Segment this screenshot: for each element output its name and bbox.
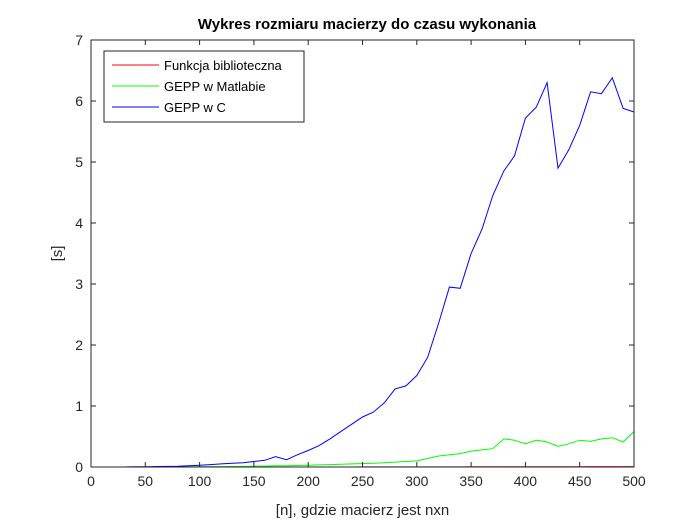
y-tick-label: 1 — [75, 398, 83, 414]
legend-label-1: Funkcja biblioteczna — [164, 58, 283, 73]
x-tick-label: 350 — [459, 473, 483, 489]
y-tick-label: 0 — [75, 459, 83, 475]
y-tick-label: 4 — [75, 215, 83, 231]
x-tick-label: 300 — [405, 473, 429, 489]
y-tick-label: 3 — [75, 276, 83, 292]
legend-label-2: GEPP w Matlabie — [164, 79, 266, 94]
legend-label-3: GEPP w C — [164, 100, 226, 115]
x-tick-label: 150 — [242, 473, 266, 489]
legend: Funkcja biblioteczna GEPP w Matlabie GEPP … — [103, 50, 305, 123]
x-tick-label: 450 — [568, 473, 592, 489]
x-tick-label: 100 — [188, 473, 212, 489]
y-tick-label: 5 — [75, 154, 83, 170]
chart-title: Wykres rozmiaru macierzy do czasu wykona… — [198, 16, 537, 33]
x-tick-label: 200 — [297, 473, 321, 489]
axes-layer: 0 50 100 150 200 250 300 350 400 450 500 0 1 2 3 4 5 6 7 — [75, 32, 646, 489]
x-tick-label: 250 — [351, 473, 375, 489]
x-tick-label: 500 — [622, 473, 646, 489]
series-line-3 — [101, 76, 635, 468]
y-axis-label: [s] — [49, 246, 66, 262]
x-axis-label: [n], gdzie macierz jest nxn — [276, 502, 449, 519]
y-tick-label: 6 — [75, 93, 83, 109]
x-tick-label: 0 — [87, 473, 95, 489]
y-tick-label: 7 — [75, 32, 83, 48]
y-tick-label: 2 — [75, 337, 83, 353]
x-tick-label: 400 — [514, 473, 538, 489]
x-tick-label: 50 — [138, 473, 154, 489]
